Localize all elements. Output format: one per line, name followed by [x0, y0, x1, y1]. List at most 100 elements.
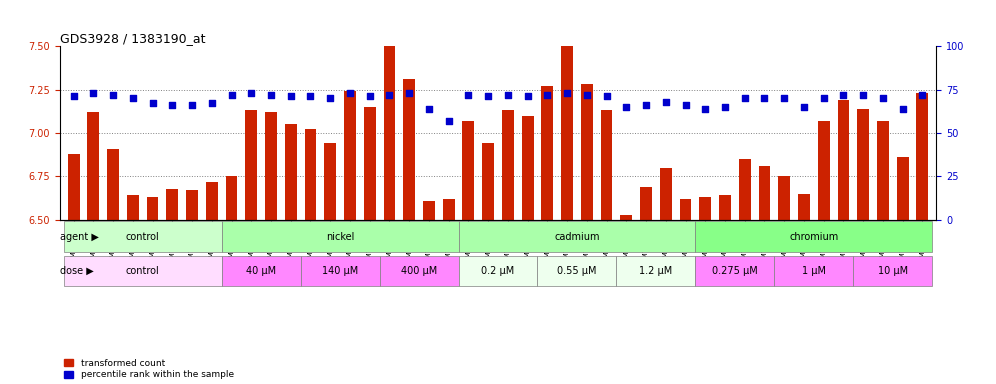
Text: agent ▶: agent ▶: [60, 232, 99, 242]
Point: [342, 90, 358, 96]
Text: control: control: [125, 232, 159, 242]
Bar: [621, 215, 632, 220]
Text: GDS3928 / 1383190_at: GDS3928 / 1383190_at: [60, 32, 205, 45]
Point: [874, 95, 890, 101]
Point: [263, 92, 279, 98]
Bar: [838, 100, 850, 220]
Point: [657, 99, 673, 105]
Point: [599, 93, 615, 99]
Bar: [739, 159, 751, 220]
Point: [421, 106, 437, 112]
Point: [303, 93, 319, 99]
FancyBboxPatch shape: [854, 256, 932, 286]
FancyBboxPatch shape: [222, 256, 301, 286]
Text: 1.2 μM: 1.2 μM: [639, 266, 672, 276]
FancyBboxPatch shape: [695, 256, 774, 286]
Point: [914, 92, 930, 98]
Point: [717, 104, 733, 110]
Bar: [403, 79, 415, 220]
Text: 10 μM: 10 μM: [877, 266, 908, 276]
Bar: [679, 199, 691, 220]
Point: [124, 95, 140, 101]
Bar: [245, 110, 257, 220]
Point: [836, 92, 852, 98]
Bar: [423, 201, 435, 220]
Bar: [798, 194, 810, 220]
Point: [223, 92, 239, 98]
Bar: [344, 91, 356, 220]
Bar: [640, 187, 652, 220]
Bar: [581, 84, 593, 220]
Bar: [858, 109, 870, 220]
Bar: [265, 112, 277, 220]
Text: 1 μM: 1 μM: [802, 266, 826, 276]
Point: [86, 90, 102, 96]
Point: [776, 95, 792, 101]
Point: [856, 92, 872, 98]
Point: [638, 102, 654, 108]
Bar: [916, 93, 928, 220]
Point: [619, 104, 634, 110]
Text: 400 μM: 400 μM: [401, 266, 437, 276]
Bar: [126, 195, 138, 220]
Bar: [502, 110, 514, 220]
Bar: [818, 121, 830, 220]
Point: [737, 95, 753, 101]
Text: cadmium: cadmium: [554, 232, 600, 242]
FancyBboxPatch shape: [617, 256, 695, 286]
Point: [283, 93, 299, 99]
Text: nickel: nickel: [326, 232, 355, 242]
Bar: [482, 143, 494, 220]
Bar: [108, 149, 119, 220]
Point: [677, 102, 693, 108]
Point: [381, 92, 397, 98]
Point: [66, 93, 82, 99]
Point: [500, 92, 516, 98]
Point: [894, 106, 910, 112]
Point: [440, 118, 456, 124]
Text: 140 μM: 140 μM: [322, 266, 359, 276]
Bar: [364, 107, 375, 220]
Bar: [443, 199, 454, 220]
Point: [757, 95, 773, 101]
Bar: [325, 143, 336, 220]
Point: [796, 104, 812, 110]
Point: [164, 102, 180, 108]
Point: [204, 100, 220, 106]
Bar: [305, 129, 317, 220]
Bar: [225, 176, 237, 220]
Bar: [896, 157, 908, 220]
Text: 0.2 μM: 0.2 μM: [481, 266, 515, 276]
FancyBboxPatch shape: [538, 256, 617, 286]
Bar: [206, 182, 218, 220]
Point: [144, 100, 160, 106]
Text: 0.55 μM: 0.55 μM: [557, 266, 597, 276]
Text: control: control: [125, 266, 159, 276]
Bar: [88, 112, 100, 220]
Point: [540, 92, 556, 98]
FancyBboxPatch shape: [774, 256, 854, 286]
Legend: transformed count, percentile rank within the sample: transformed count, percentile rank withi…: [65, 359, 234, 379]
Bar: [68, 154, 80, 220]
FancyBboxPatch shape: [695, 222, 932, 252]
Text: 40 μM: 40 μM: [246, 266, 276, 276]
Bar: [699, 197, 711, 220]
Bar: [660, 168, 671, 220]
Bar: [778, 176, 790, 220]
Point: [480, 93, 496, 99]
Bar: [383, 43, 395, 220]
Bar: [462, 121, 474, 220]
Point: [816, 95, 832, 101]
FancyBboxPatch shape: [64, 256, 222, 286]
Bar: [186, 190, 198, 220]
Point: [362, 93, 377, 99]
Bar: [146, 197, 158, 220]
Point: [579, 92, 595, 98]
Bar: [719, 195, 731, 220]
Bar: [601, 110, 613, 220]
Point: [460, 92, 476, 98]
Point: [323, 95, 339, 101]
Bar: [542, 86, 553, 220]
Bar: [522, 116, 534, 220]
FancyBboxPatch shape: [64, 222, 222, 252]
